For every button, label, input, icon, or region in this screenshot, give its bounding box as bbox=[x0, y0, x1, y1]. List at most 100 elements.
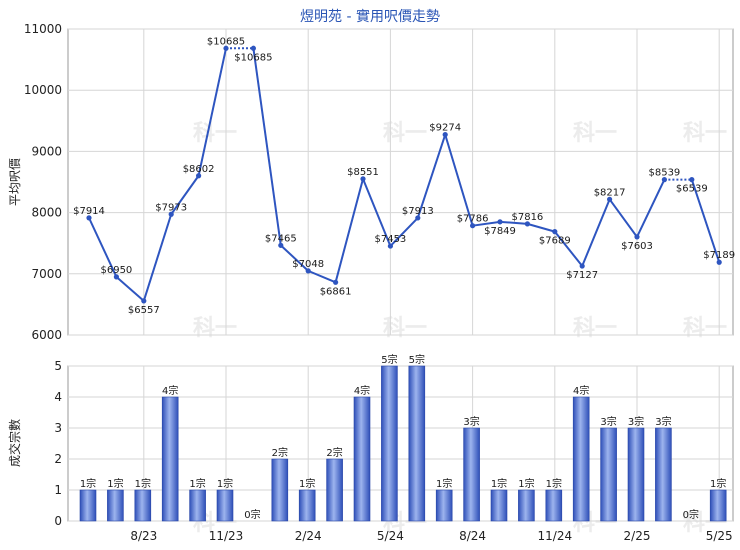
volume-data-label: 3宗 bbox=[600, 415, 616, 428]
volume-bar bbox=[435, 489, 453, 522]
price-line-segment bbox=[307, 269, 336, 284]
price-point bbox=[196, 173, 202, 179]
volume-bar bbox=[572, 396, 590, 522]
price-line-segment bbox=[142, 213, 173, 302]
price-data-label: $7127 bbox=[566, 270, 598, 281]
price-plot-frame bbox=[67, 28, 734, 336]
price-line-segment bbox=[115, 276, 145, 302]
volume-data-label: 4宗 bbox=[573, 384, 589, 397]
watermark-text: 科一 bbox=[383, 316, 427, 341]
price-data-label: $7048 bbox=[292, 259, 324, 270]
volume-bar bbox=[490, 489, 508, 522]
price-line-panel: 6000 7000 8000 9000 10000 11000 平均呎價 $7914 $69… bbox=[8, 22, 735, 342]
price-line-segment bbox=[170, 175, 200, 215]
volume-data-label: 4宗 bbox=[354, 384, 370, 397]
price-data-label: $7453 bbox=[374, 234, 406, 245]
watermark-text: 科一 bbox=[383, 121, 427, 146]
volume-data-label: 1宗 bbox=[491, 477, 507, 490]
price-y-axis-label: 平均呎價 bbox=[8, 158, 22, 206]
volume-data-label: 1宗 bbox=[217, 477, 233, 490]
price-line-segment bbox=[472, 220, 501, 227]
volume-bar bbox=[189, 489, 206, 522]
price-point bbox=[168, 211, 174, 217]
price-data-label: $6861 bbox=[320, 286, 352, 297]
volume-y-tick-label: 5 bbox=[54, 359, 62, 373]
price-data-label: $8217 bbox=[594, 187, 626, 198]
volume-data-label: 0宗 bbox=[683, 508, 699, 521]
chart-title: 煜明苑 - 實用呎價走勢 bbox=[300, 8, 440, 25]
price-line-segment bbox=[280, 244, 309, 272]
price-point bbox=[305, 268, 311, 274]
price-data-label: $6557 bbox=[128, 305, 160, 316]
volume-data-label: 5宗 bbox=[409, 353, 425, 366]
price-data-label: $7603 bbox=[621, 241, 653, 252]
price-y-tick-label: 8000 bbox=[31, 206, 62, 220]
volume-data-label: 1宗 bbox=[189, 477, 205, 490]
volume-data-label: 3宗 bbox=[655, 415, 671, 428]
price-line-segment bbox=[334, 178, 364, 283]
price-data-label: $7689 bbox=[539, 236, 571, 247]
price-line-segment bbox=[636, 179, 666, 238]
volume-y-tick-label: 2 bbox=[54, 452, 62, 466]
x-tick-label: 11/23 bbox=[209, 529, 244, 543]
price-point bbox=[689, 177, 695, 183]
watermark-text: 科一 bbox=[573, 121, 617, 146]
volume-data-label: 2宗 bbox=[326, 446, 342, 459]
price-data-label: $7973 bbox=[155, 202, 187, 213]
price-point bbox=[113, 274, 119, 280]
volume-bar bbox=[271, 458, 289, 522]
price-data-label: $7849 bbox=[484, 226, 516, 237]
watermark-text: 科一 bbox=[683, 316, 727, 341]
volume-bar bbox=[518, 489, 535, 522]
price-data-label: $7914 bbox=[73, 206, 105, 217]
watermark-text: 科一 bbox=[573, 316, 617, 341]
watermark-text: 科一 bbox=[193, 121, 237, 146]
price-point bbox=[607, 196, 613, 202]
volume-data-label: 2宗 bbox=[272, 446, 288, 459]
x-tick-label: 5/24 bbox=[377, 529, 404, 543]
volume-bar bbox=[298, 489, 316, 522]
price-data-label: $7189 bbox=[703, 250, 735, 261]
price-line-segment bbox=[362, 178, 392, 247]
volume-bar bbox=[216, 489, 234, 522]
volume-data-label: 3宗 bbox=[463, 415, 479, 428]
price-point bbox=[497, 219, 503, 225]
price-point bbox=[141, 298, 147, 304]
x-tick-label: 8/23 bbox=[130, 529, 157, 543]
price-point bbox=[360, 176, 366, 182]
price-point bbox=[278, 242, 284, 248]
price-line-segment bbox=[444, 134, 474, 226]
price-data-label: $8539 bbox=[648, 168, 680, 179]
price-data-label: $8551 bbox=[347, 167, 379, 178]
price-point bbox=[86, 215, 92, 221]
volume-data-label: 5宗 bbox=[381, 353, 397, 366]
volume-y-tick-label: 3 bbox=[54, 421, 62, 435]
price-point bbox=[524, 221, 531, 227]
price-point bbox=[716, 259, 722, 265]
volume-bar-panel: 0 1 2 3 4 5 成交宗數 1宗 1宗 1宗 4宗 1宗 1宗 0宗 2宗 1宗 2宗 4宗 5宗 5宗 1宗… bbox=[7, 353, 734, 543]
volume-data-label: 1宗 bbox=[710, 477, 726, 490]
watermark-text: 科一 bbox=[683, 121, 727, 146]
price-y-tick-label: 10000 bbox=[24, 83, 62, 97]
price-point bbox=[387, 243, 393, 249]
price-data-label: $10685 bbox=[207, 36, 245, 47]
volume-bar bbox=[134, 489, 152, 522]
price-line-segment bbox=[554, 231, 583, 267]
volume-data-label: 1宗 bbox=[80, 477, 96, 490]
volume-y-axis-label: 成交宗數 bbox=[7, 419, 22, 467]
price-point bbox=[333, 279, 339, 285]
price-data-label: $7786 bbox=[457, 214, 489, 225]
price-point bbox=[223, 45, 229, 51]
price-line-segment bbox=[389, 217, 419, 247]
volume-y-tick-label: 4 bbox=[54, 390, 62, 404]
volume-bar bbox=[545, 489, 563, 522]
price-line-segment bbox=[416, 134, 447, 219]
volume-data-label: 1宗 bbox=[135, 477, 151, 490]
price-point bbox=[442, 132, 448, 138]
price-line-segment bbox=[197, 48, 227, 176]
price-point bbox=[415, 215, 421, 221]
volume-y-tick-label: 0 bbox=[54, 514, 62, 528]
price-point bbox=[634, 234, 640, 240]
watermark-text: 科一 bbox=[193, 316, 237, 341]
price-y-tick-label: 7000 bbox=[31, 267, 62, 281]
